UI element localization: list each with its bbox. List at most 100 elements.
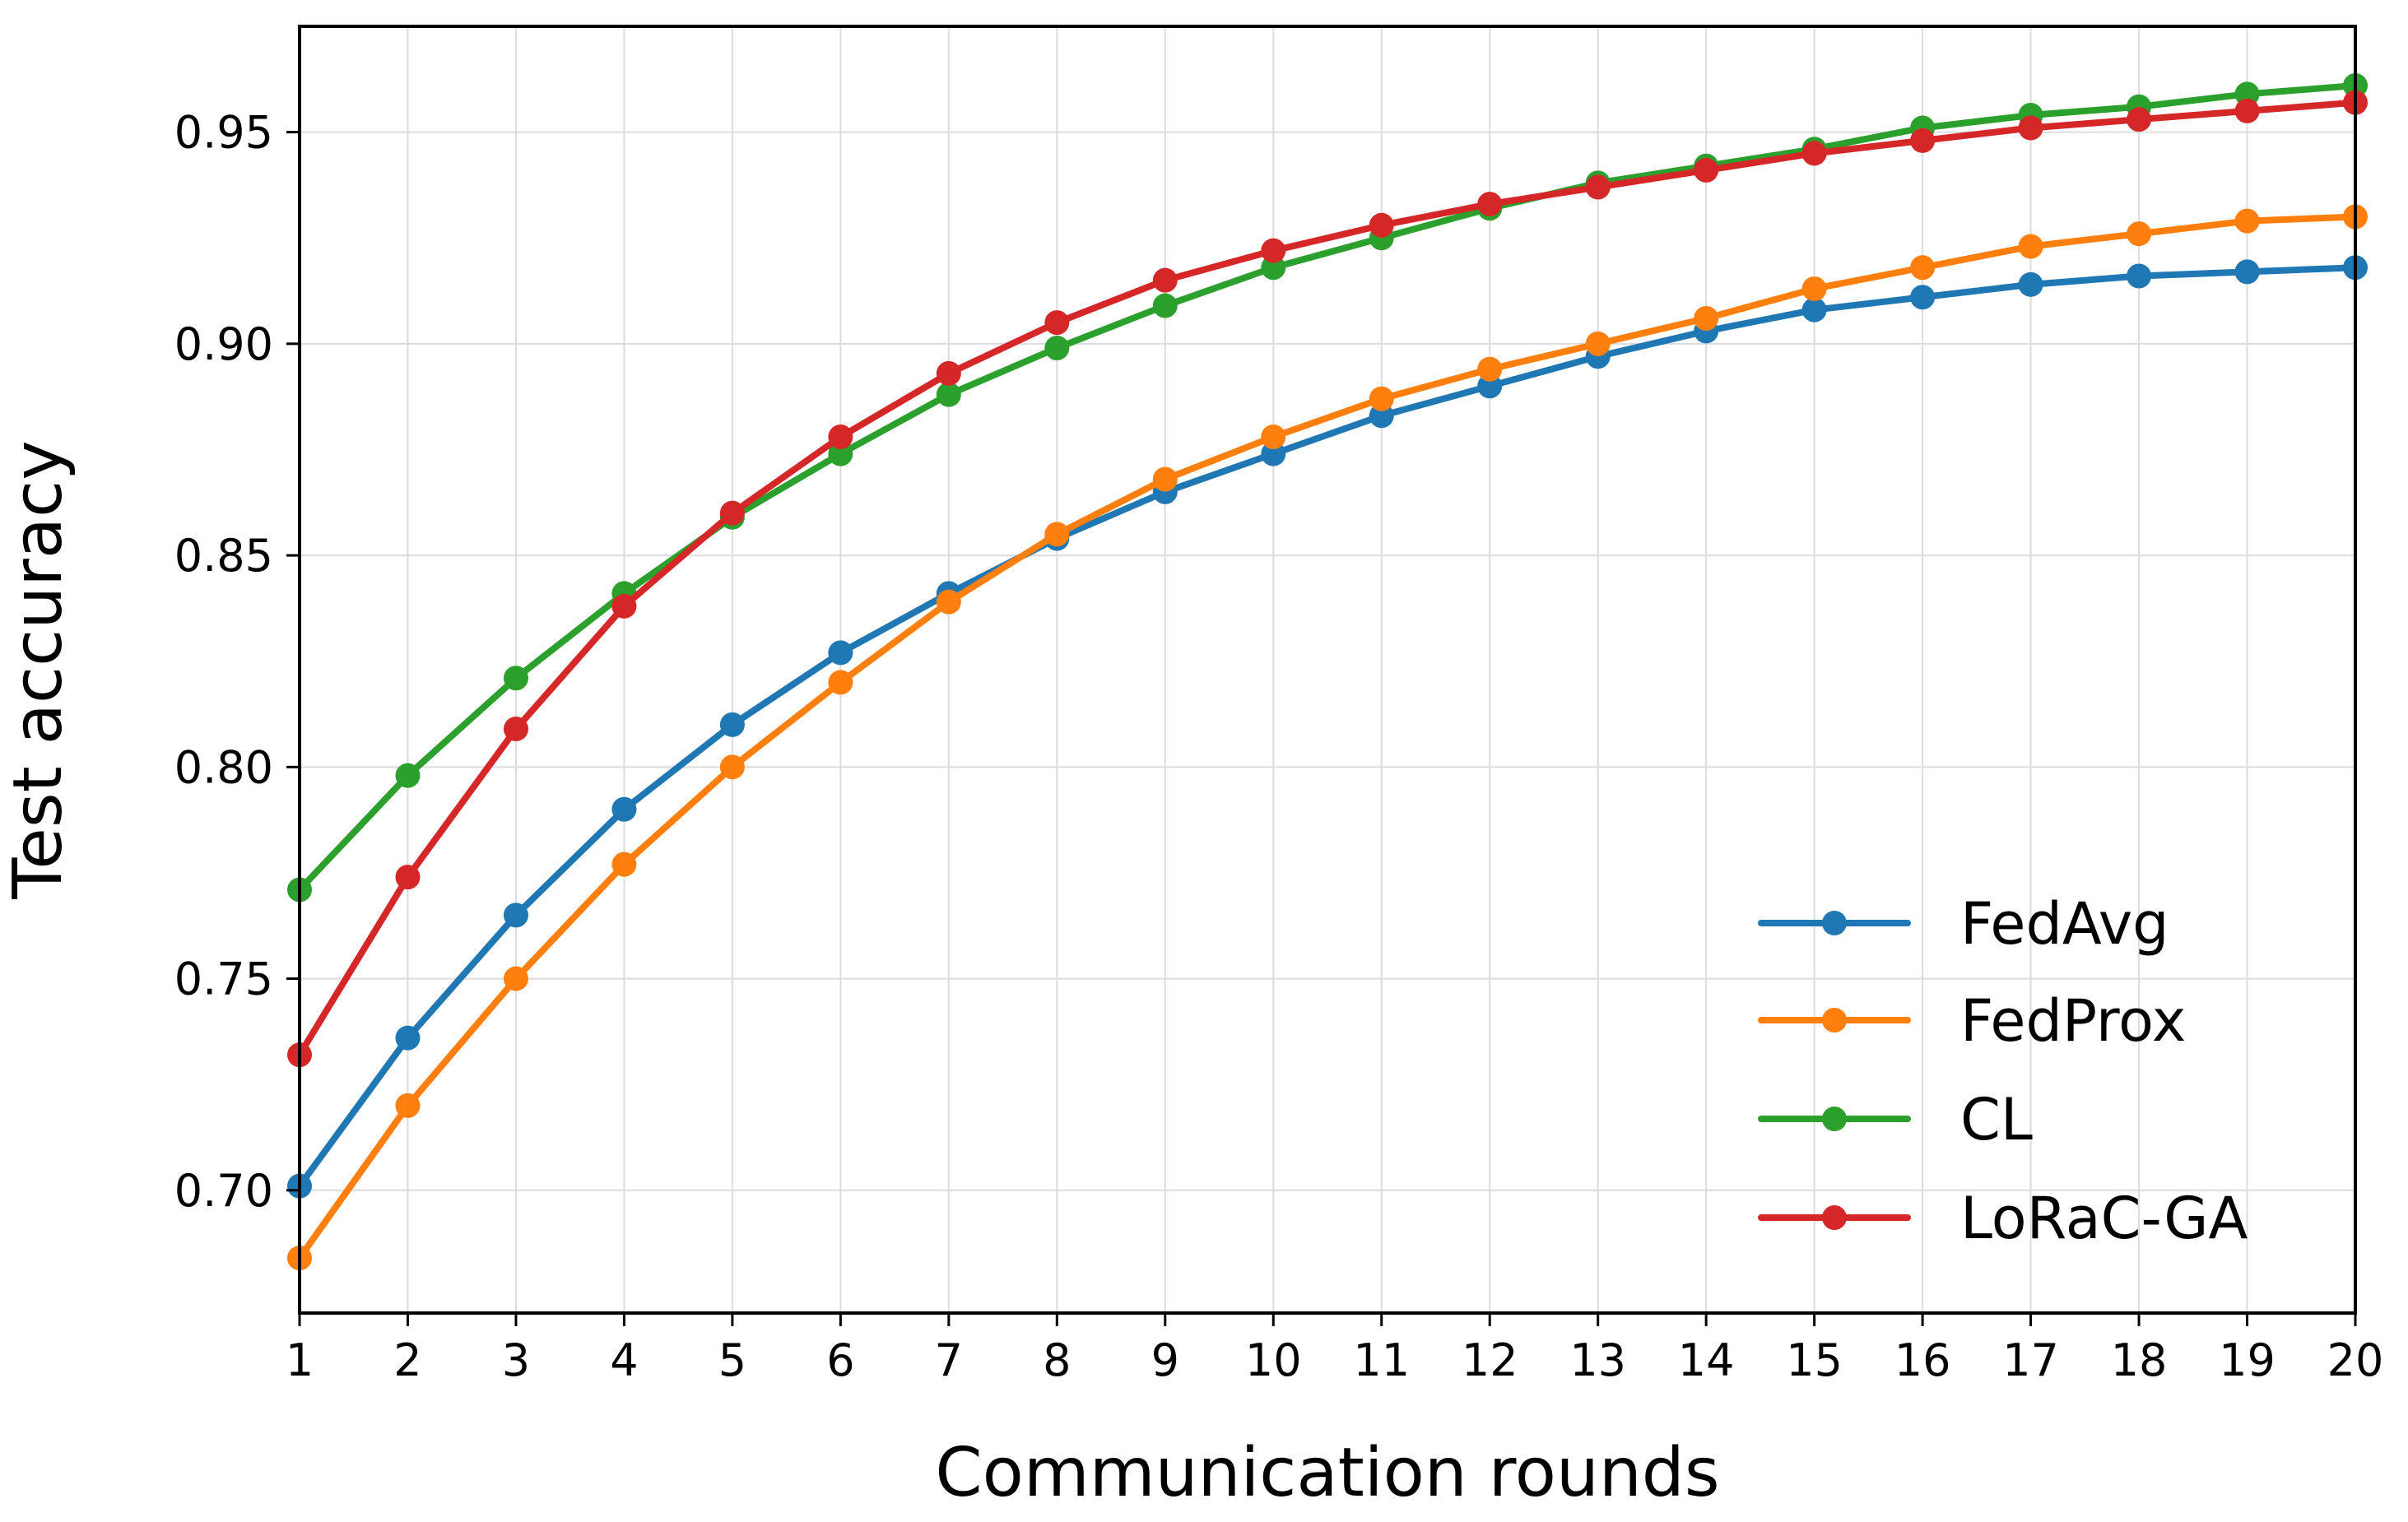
data-point [1801,141,1827,166]
legend-swatch-marker [1822,1107,1847,1131]
data-point [1044,336,1070,360]
axis-ticks: 1 2 3 4 5 6 7 8 9 10 11 12 13 14 15 16 17 18 19 200.700.750… [174,107,2384,1386]
x-tick-label: 16 [1894,1334,1951,1386]
y-tick-label: 0.90 [174,318,273,370]
y-tick-label: 0.70 [174,1165,273,1217]
data-point [2127,107,2152,132]
data-point [2234,98,2260,123]
legend-item: CL [1758,1086,2033,1153]
data-point [1369,386,1394,411]
data-point [1477,374,1503,399]
data-point [1801,276,1827,301]
data-point [936,382,961,407]
data-point [1477,192,1503,217]
data-point [719,754,745,780]
x-tick-label: 5 [718,1334,746,1386]
data-point [2018,115,2043,141]
data-point [1261,255,1286,281]
data-point [2234,208,2260,234]
x-tick-label: 1 [286,1334,314,1386]
data-point [1152,293,1178,318]
data-point [828,425,853,450]
data-point [1369,212,1394,238]
legend-label: FedProx [1960,987,2186,1055]
data-point [1910,255,1936,281]
series-line [296,213,2359,1262]
data-point [1910,285,1936,310]
x-axis-title: Communication rounds [935,1434,1719,1512]
data-point [1694,305,1719,331]
x-tick-label: 4 [610,1334,638,1386]
data-point [2018,234,2043,259]
x-tick-label: 18 [2111,1334,2168,1386]
x-tick-label: 8 [1043,1334,1071,1386]
data-point [395,1093,421,1118]
data-point [936,589,961,615]
x-tick-label: 17 [2002,1334,2059,1386]
legend-item: FedProx [1758,987,2186,1055]
data-point [503,717,528,742]
data-point [611,593,637,619]
data-point [611,796,637,822]
x-tick-label: 19 [2219,1334,2276,1386]
x-tick-label: 7 [935,1334,963,1386]
data-point [1261,441,1286,466]
data-point [1585,174,1611,200]
x-tick-label: 9 [1151,1334,1179,1386]
data-point [395,1025,421,1051]
data-point [2018,271,2043,297]
data-point [2234,259,2260,285]
data-point [719,712,745,737]
data-point [1044,522,1070,547]
series-fedprox [287,204,2368,1271]
data-point [395,763,421,788]
y-axis-title: Test accuracy [0,440,77,900]
series-line [296,82,2359,893]
legend-swatch-marker [1822,911,1847,935]
data-point [503,966,528,991]
data-point [503,903,528,928]
x-tick-label: 11 [1353,1334,1410,1386]
legend-label: CL [1960,1086,2033,1153]
series-lorac-ga [287,90,2368,1068]
data-point [1477,356,1503,382]
data-point [1585,331,1611,356]
legend-label: FedAvg [1960,890,2169,958]
legend: FedAvg FedProx CL LoRaC-GA [1758,890,2248,1252]
data-point [611,851,637,877]
series-line [296,264,2359,1190]
data-point [828,670,853,695]
data-point [1261,425,1286,450]
data-point [1152,466,1178,492]
x-tick-label: 10 [1245,1334,1302,1386]
data-point [1044,310,1070,336]
y-tick-label: 0.75 [174,954,273,1005]
grid-lines [299,26,2356,1313]
x-tick-label: 3 [502,1334,530,1386]
series-line [296,99,2359,1059]
y-tick-label: 0.85 [174,530,273,582]
legend-item: FedAvg [1758,890,2169,958]
x-tick-label: 6 [826,1334,854,1386]
data-point [1694,157,1719,183]
data-point [1152,267,1178,293]
x-tick-label: 12 [1462,1334,1518,1386]
data-point [503,666,528,691]
legend-swatch-marker [1822,1205,1847,1230]
y-tick-label: 0.95 [174,107,273,159]
legend-swatch-marker [1822,1008,1847,1032]
data-point [1261,238,1286,263]
data-point [828,640,853,666]
y-tick-label: 0.80 [174,741,273,793]
data-point [2234,81,2260,107]
data-point [2127,221,2152,247]
data-point [1910,128,1936,153]
x-tick-label: 20 [2327,1334,2384,1386]
plot-frame [298,25,2357,1315]
data-point [936,360,961,386]
data-point [828,441,853,466]
x-tick-label: 2 [393,1334,421,1386]
data-point [1801,297,1827,322]
x-tick-label: 13 [1569,1334,1626,1386]
